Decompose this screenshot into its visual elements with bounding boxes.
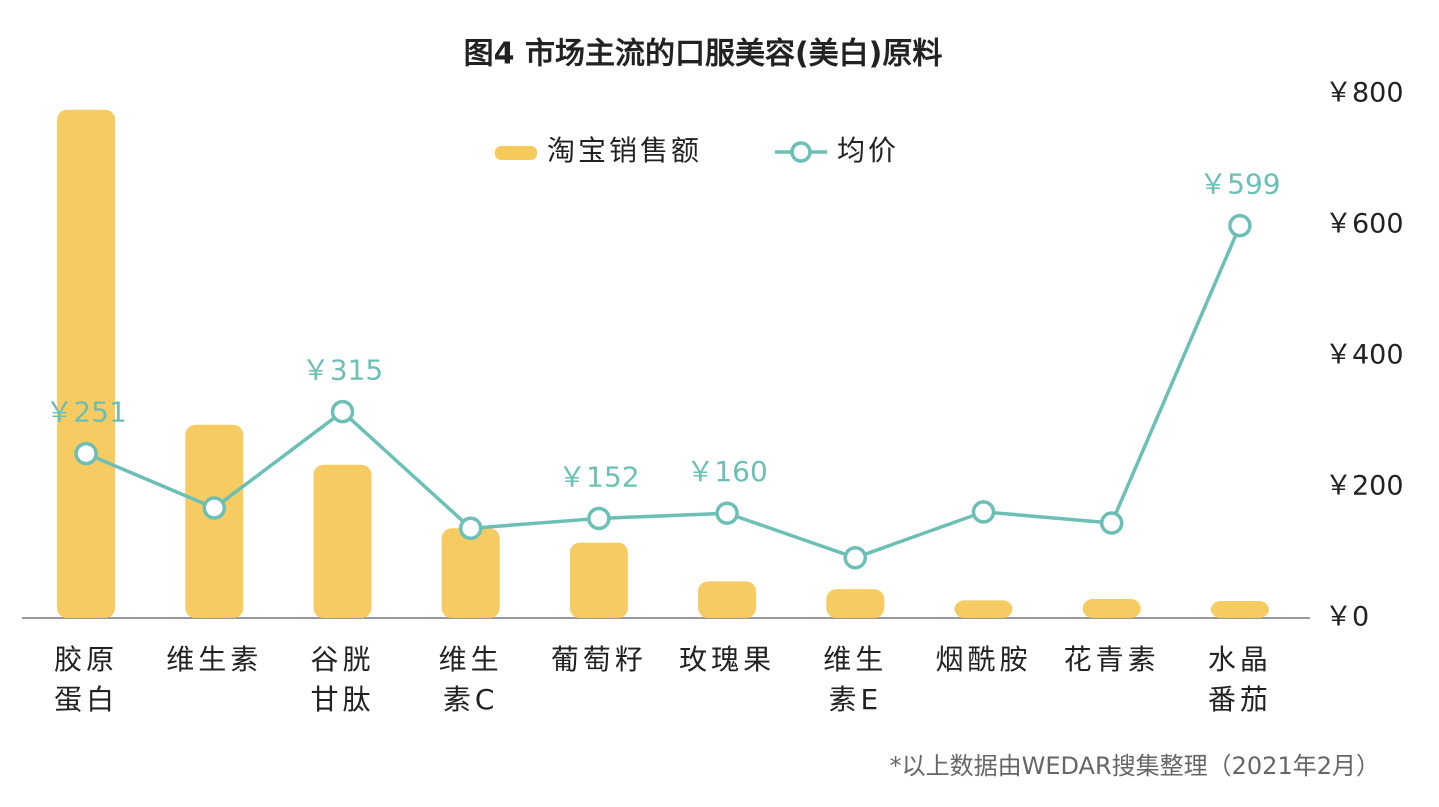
point	[587, 506, 611, 531]
legend-label: 淘宝销售额	[547, 134, 702, 167]
x-tick-label: 谷胱 甘肽	[310, 643, 375, 716]
point	[202, 496, 227, 520]
data-label: ￥315	[302, 354, 383, 387]
x-tick-label: 玫瑰果	[679, 643, 776, 676]
bar	[313, 464, 372, 618]
point	[74, 441, 98, 466]
y-tick-label: ￥0	[1325, 602, 1369, 633]
footnote: *以上数据由WEDAR搜集整理（2021年2月）	[890, 752, 1380, 780]
point	[971, 500, 996, 524]
point	[458, 516, 483, 541]
point	[715, 501, 739, 525]
data-label: ￥251	[45, 396, 126, 429]
point	[330, 399, 355, 424]
x-tick-label: 维生素	[166, 643, 263, 676]
bar	[441, 528, 500, 618]
point	[1099, 511, 1124, 535]
line	[85, 224, 1242, 560]
bar	[826, 589, 885, 618]
x-tick-label: 水晶 番茄	[1207, 643, 1272, 716]
y-tick-label: ￥400	[1325, 340, 1404, 371]
bar	[57, 109, 116, 618]
x-tick-label: 维生 素E	[823, 643, 888, 716]
point	[1228, 213, 1252, 238]
y-tick-label: ￥200	[1325, 471, 1404, 502]
bar	[1210, 600, 1269, 618]
chart-title: 图4 市场主流的口服美容(美白)原料	[464, 37, 943, 72]
y-tick-label: ￥800	[1325, 78, 1404, 109]
bar	[185, 424, 244, 618]
x-tick-label: 维生 素C	[438, 643, 503, 716]
x-tick-label: 葡萄籽	[550, 643, 647, 676]
data-label: ￥160	[686, 455, 767, 488]
point	[843, 545, 868, 570]
legend-swatch	[790, 141, 812, 163]
x-tick-label: 花青素	[1063, 643, 1160, 676]
data-label: ￥599	[1199, 168, 1280, 201]
x-tick-label: 烟酰胺	[935, 643, 1032, 676]
bar	[954, 600, 1013, 618]
legend-label: 均价	[837, 134, 899, 167]
x-tick-label: 胶原 蛋白	[54, 643, 119, 716]
y-tick-label: ￥600	[1325, 209, 1404, 240]
bar	[698, 581, 757, 618]
bar	[1082, 599, 1141, 618]
legend-swatch	[495, 146, 537, 160]
data-label: ￥152	[558, 460, 639, 493]
bar	[569, 542, 628, 618]
